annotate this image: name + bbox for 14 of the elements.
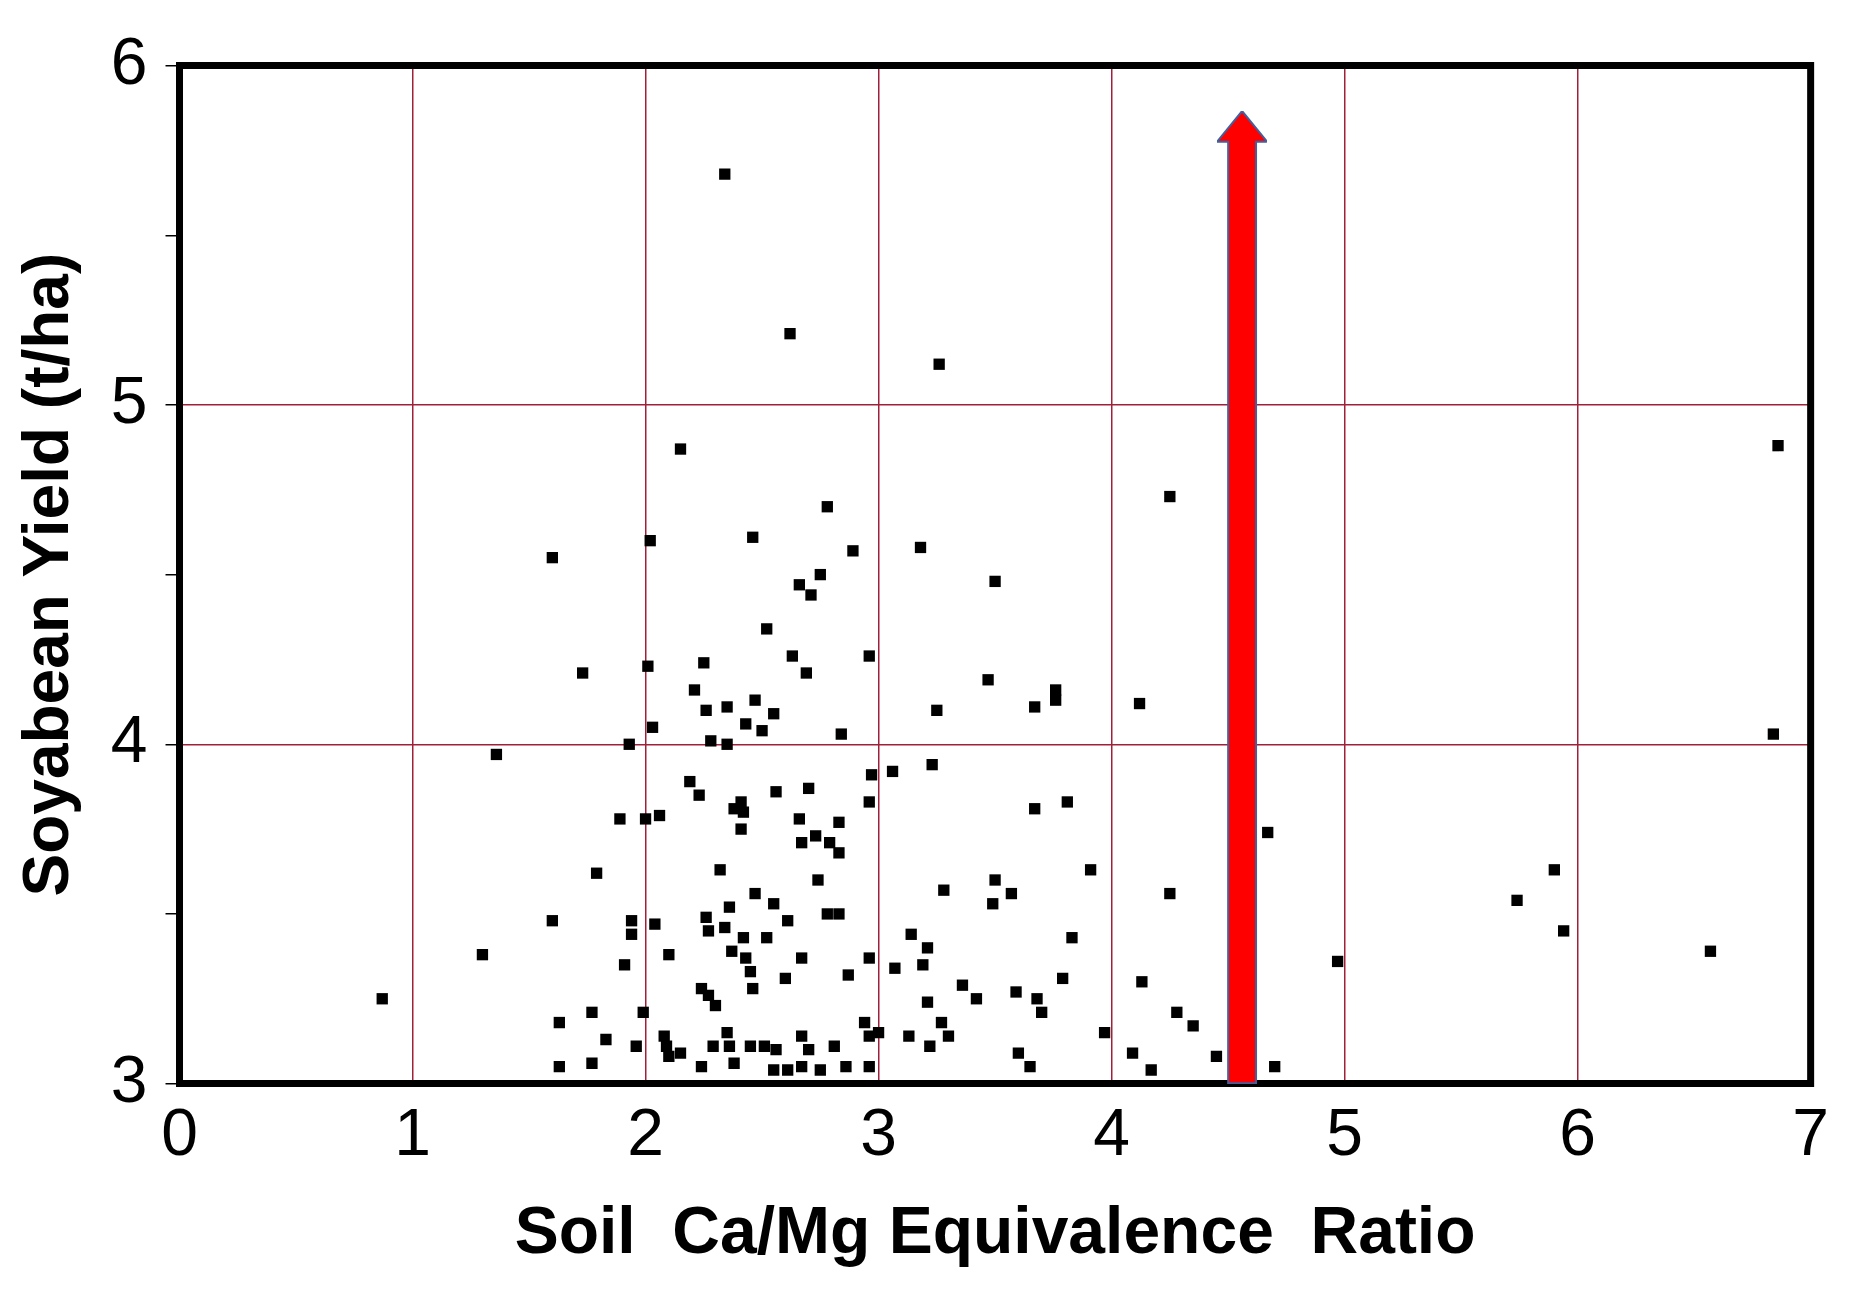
x-tick-label: 6 xyxy=(1559,1095,1596,1170)
x-tick-label: 4 xyxy=(1093,1095,1130,1170)
x-tick-label: 0 xyxy=(161,1095,198,1170)
y-tick-label: 3 xyxy=(110,1041,148,1116)
y-tick-label: 4 xyxy=(110,702,148,777)
x-tick-label: 1 xyxy=(394,1095,431,1170)
y-tick-label: 5 xyxy=(110,363,148,438)
x-tick-label: 2 xyxy=(627,1095,664,1170)
x-tick-label: 5 xyxy=(1326,1095,1363,1170)
x-tick-label: 3 xyxy=(860,1095,897,1170)
y-axis-title: Soyabean Yield (t/ha) xyxy=(10,252,83,897)
y-tick-label: 6 xyxy=(110,23,148,98)
x-tick-label: 7 xyxy=(1792,1095,1830,1170)
x-axis-title: Soil Ca/Mg Equivalence Ratio xyxy=(514,1192,1476,1267)
